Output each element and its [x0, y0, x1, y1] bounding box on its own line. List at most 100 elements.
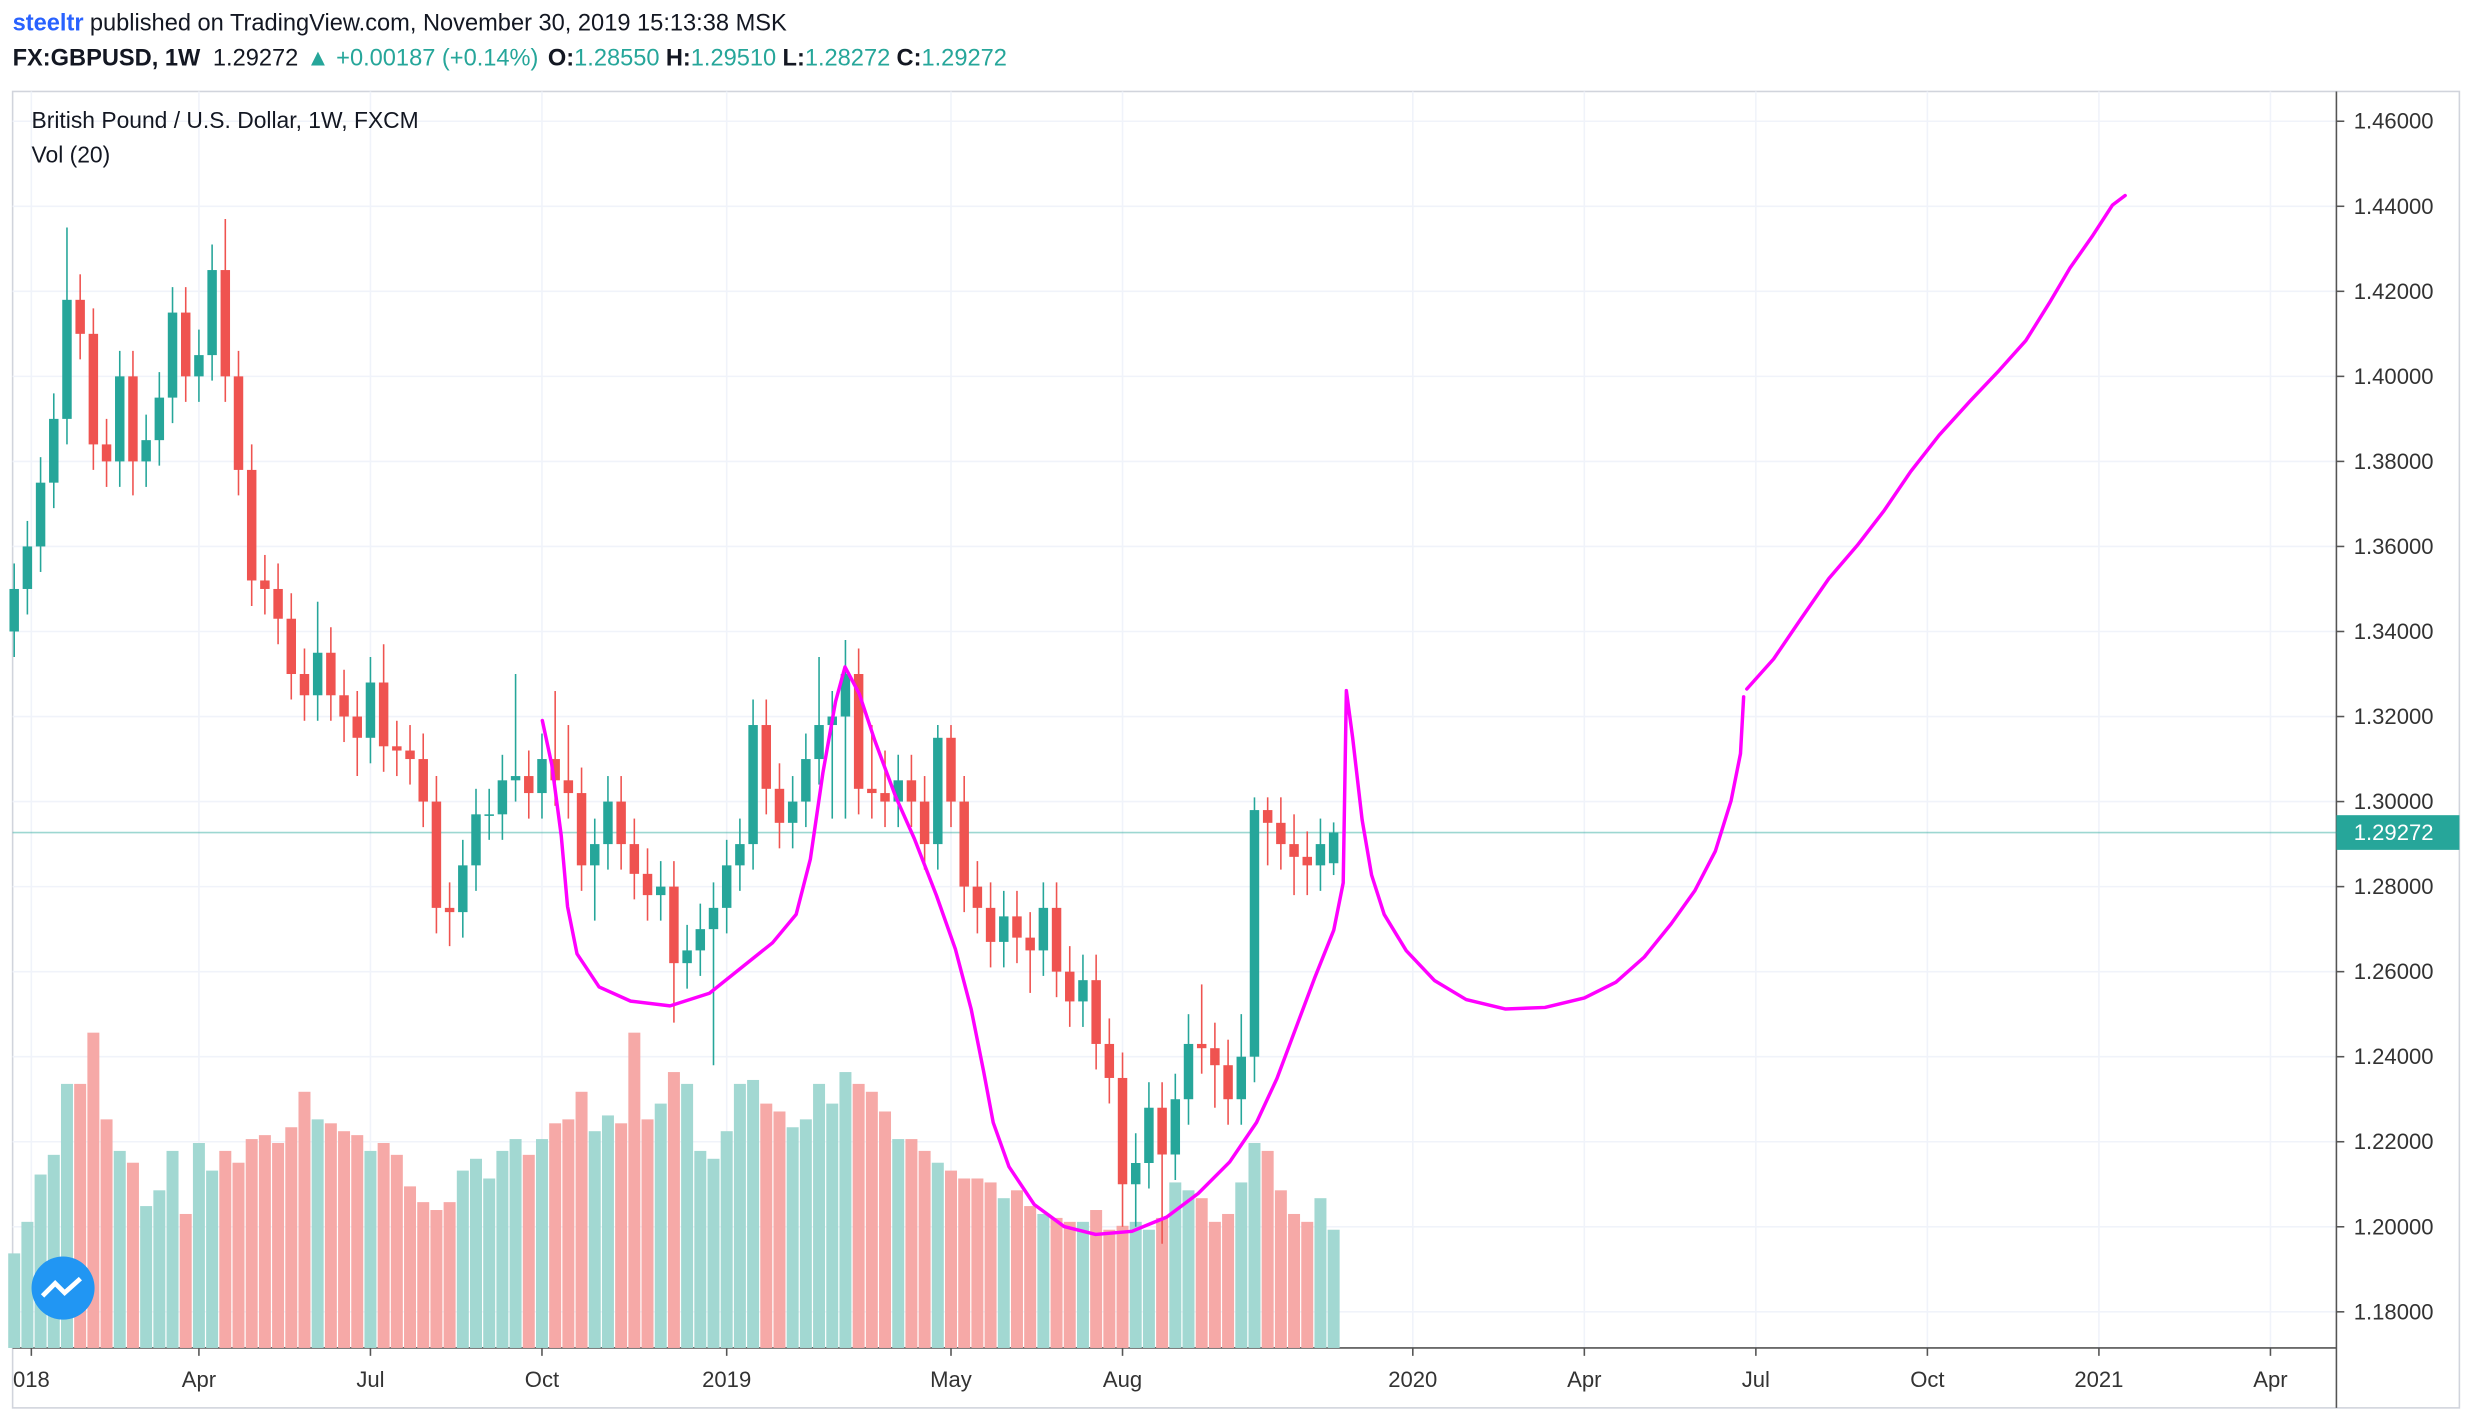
candle-body [853, 674, 864, 789]
candle-body [906, 780, 917, 802]
candle-body [326, 652, 336, 696]
candle-body [101, 444, 112, 462]
volume-bar [826, 1103, 839, 1348]
volume-bar [483, 1178, 496, 1348]
candle-body [62, 299, 72, 419]
candle-body [299, 674, 310, 696]
volume-bar [773, 1111, 786, 1348]
candle-body [563, 780, 574, 794]
volume-bar [707, 1158, 720, 1348]
y-tick-label: 1.26000 [2354, 959, 2434, 984]
candle-body [1196, 1043, 1207, 1049]
y-tick-label: 1.20000 [2354, 1214, 2434, 1239]
volume-bar [1169, 1182, 1182, 1348]
last-price-label: 1.29272 [2354, 820, 2434, 845]
x-tick-label: 2021 [2074, 1367, 2123, 1392]
volume-bar [615, 1123, 628, 1348]
volume-bar [971, 1178, 984, 1348]
volume-bar [351, 1135, 364, 1348]
ohlc-value: 1.29272 [921, 45, 1006, 71]
candle-body [458, 865, 468, 913]
volume-bar [654, 1103, 667, 1348]
volume-bar [1156, 1217, 1169, 1348]
y-tick-label: 1.36000 [2354, 534, 2434, 559]
volume-bar [298, 1091, 311, 1348]
candle-body [1091, 980, 1101, 1044]
volume-bar [1129, 1221, 1142, 1348]
y-tick-label: 1.38000 [2354, 449, 2434, 474]
candle-body [1038, 907, 1049, 951]
candle-body [194, 355, 204, 377]
candle-body [339, 695, 349, 717]
ohlc-value: 1.29510 [691, 45, 776, 71]
candle-body [655, 886, 666, 896]
candle-body [392, 746, 402, 751]
candle-body [642, 873, 653, 896]
volume-bar [1116, 1225, 1129, 1348]
candle-body [1289, 844, 1299, 857]
candle-body [1328, 832, 1339, 864]
drawing[interactable] [1745, 193, 2127, 691]
volume-bar [601, 1115, 614, 1348]
volume-bar [192, 1143, 205, 1348]
candle-body [1078, 980, 1088, 1002]
ohlc-label: C: [897, 45, 922, 71]
volume-bar [1248, 1143, 1261, 1348]
candle-body [1157, 1107, 1167, 1155]
volume-bar [443, 1202, 456, 1348]
x-tick-label: 018 [13, 1367, 50, 1392]
volume-bar [1063, 1221, 1076, 1348]
candle-body [128, 376, 138, 462]
candle-body [273, 588, 283, 619]
logo[interactable] [31, 1256, 95, 1320]
volume-bar [390, 1154, 403, 1348]
volume-bar [1103, 1229, 1116, 1348]
candle-body [590, 844, 600, 866]
candle-body [999, 916, 1009, 942]
candle-body [260, 580, 270, 589]
volume-bar [311, 1119, 324, 1348]
volume-bar [720, 1131, 733, 1348]
price: 1.29272 [213, 45, 298, 71]
y-tick-label: 1.44000 [2354, 194, 2434, 219]
x-tick-label: 2019 [702, 1367, 751, 1392]
candle-body [141, 440, 151, 462]
drawing[interactable] [540, 665, 1746, 1237]
y-tick-label: 1.30000 [2354, 789, 2434, 814]
chart-frame [11, 90, 2461, 1409]
ohlc-label: H: [666, 45, 691, 71]
candle-body [550, 759, 560, 781]
candle-body [180, 312, 191, 377]
volume-bar [549, 1123, 562, 1348]
candle-body [603, 801, 613, 845]
volume-bar [338, 1131, 351, 1348]
volume-bar [839, 1072, 852, 1348]
candle-body [49, 418, 59, 483]
volume-bar [100, 1119, 113, 1348]
volume-bar [588, 1131, 601, 1348]
volume-bar [417, 1202, 430, 1348]
candle-body [985, 907, 996, 942]
author[interactable]: steeltr [13, 11, 84, 37]
volume-bar [509, 1139, 522, 1348]
logo-mark[interactable] [40, 1276, 82, 1298]
volume-bar [799, 1119, 812, 1348]
volume-bar [74, 1083, 87, 1348]
candle-body [814, 725, 824, 760]
x-tick-label: Apr [2253, 1367, 2287, 1392]
volume-bar [430, 1210, 443, 1348]
volume-bar [997, 1198, 1010, 1348]
volume-bar [984, 1182, 997, 1348]
volume-bar [905, 1139, 918, 1348]
volume-bar [958, 1178, 971, 1348]
candle-body [1025, 937, 1035, 951]
candle-body [378, 682, 389, 747]
candle-body [787, 801, 798, 823]
volume-bar [681, 1083, 694, 1348]
candle-body [774, 788, 785, 823]
candle-body [1315, 844, 1326, 866]
volume-bar [1327, 1229, 1340, 1348]
candle-body [35, 482, 46, 547]
